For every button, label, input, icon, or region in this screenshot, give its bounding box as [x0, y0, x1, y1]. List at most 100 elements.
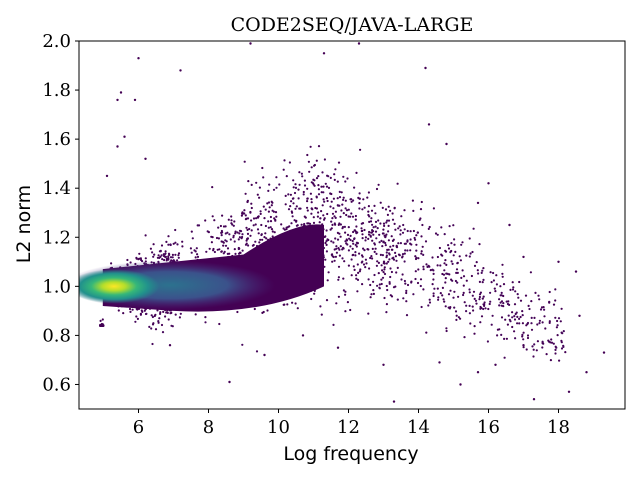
scatter-point: [392, 258, 396, 261]
scatter-point: [323, 235, 326, 239]
scatter-point: [388, 258, 391, 261]
scatter-point: [264, 208, 267, 211]
scatter-point: [455, 271, 458, 274]
scatter-point: [472, 290, 476, 293]
scatter-point: [306, 209, 309, 212]
scatter-point: [382, 228, 385, 231]
scatter-point: [482, 307, 485, 311]
scatter-point: [234, 232, 237, 235]
scatter-point: [383, 266, 386, 269]
scatter-point: [462, 275, 466, 278]
scatter-point: [496, 328, 499, 331]
scatter-point: [454, 250, 457, 253]
scatter-point: [501, 272, 504, 275]
scatter-point: [436, 287, 439, 290]
scatter-point: [431, 256, 434, 259]
scatter-point: [164, 315, 167, 318]
scatter-point: [241, 233, 244, 236]
scatter-point: [220, 250, 223, 253]
scatter-point: [334, 223, 337, 226]
scatter-point: [321, 171, 324, 174]
scatter-point: [334, 210, 337, 213]
scatter-point: [154, 313, 157, 316]
scatter-point: [364, 258, 367, 261]
scatter-point: [384, 241, 387, 245]
scatter-point: [432, 292, 435, 295]
scatter-point: [274, 219, 277, 222]
scatter-point: [478, 295, 481, 299]
scatter-point: [519, 315, 522, 319]
scatter-point: [330, 240, 333, 243]
scatter-point: [345, 213, 348, 217]
scatter-point: [460, 276, 463, 279]
scatter-point: [375, 264, 378, 267]
scatter-point: [273, 231, 276, 234]
scatter-point: [196, 224, 199, 227]
scatter-point: [159, 312, 162, 315]
scatter-point: [392, 286, 396, 289]
scatter-point: [320, 313, 323, 316]
outlier-point: [322, 52, 326, 55]
scatter-point: [529, 271, 533, 274]
scatter-point: [213, 219, 216, 222]
scatter-point: [550, 341, 554, 344]
scatter-point: [204, 321, 207, 324]
scatter-point: [443, 262, 446, 265]
scatter-point: [449, 306, 452, 309]
scatter-point: [232, 236, 235, 239]
scatter-point: [493, 287, 496, 290]
scatter-point: [432, 294, 435, 298]
scatter-point: [522, 346, 525, 349]
scatter-point: [280, 223, 283, 226]
scatter-point: [506, 302, 509, 306]
scatter-point: [369, 283, 372, 287]
scatter-point: [560, 341, 563, 344]
scatter-point: [329, 176, 332, 179]
scatter-point: [403, 252, 406, 255]
scatter-point: [385, 221, 388, 224]
scatter-point: [554, 316, 557, 319]
scatter-point: [351, 215, 355, 218]
outlier-point: [336, 346, 340, 349]
scatter-point: [290, 210, 293, 213]
scatter-point: [422, 265, 425, 268]
scatter-point: [548, 321, 551, 324]
scatter-point: [422, 253, 425, 256]
scatter-point: [306, 187, 309, 190]
scatter-point: [380, 264, 383, 267]
scatter-point: [156, 309, 159, 312]
scatter-point: [349, 238, 352, 242]
scatter-point: [204, 316, 207, 319]
scatter-point: [461, 241, 464, 244]
scatter-point: [393, 207, 396, 210]
scatter-point: [315, 195, 318, 198]
outlier-point: [459, 383, 462, 386]
scatter-point: [554, 288, 557, 291]
scatter-point: [159, 311, 162, 314]
scatter-point: [163, 258, 166, 262]
scatter-point: [522, 338, 525, 341]
scatter-point: [164, 250, 167, 253]
scatter-point: [341, 203, 344, 206]
scatter-point: [427, 304, 430, 307]
scatter-point: [174, 253, 177, 256]
scatter-point: [337, 161, 341, 164]
scatter-point: [455, 314, 458, 317]
scatter-point: [505, 337, 508, 340]
scatter-point: [360, 261, 363, 264]
outlier-point: [508, 223, 511, 227]
scatter-point: [372, 226, 375, 229]
scatter-point: [379, 201, 382, 204]
scatter-point: [269, 226, 272, 229]
scatter-point: [482, 295, 485, 298]
scatter-point: [374, 230, 378, 233]
scatter-point: [475, 261, 478, 264]
scatter-point: [456, 281, 459, 284]
scatter-point: [440, 253, 443, 256]
scatter-point: [383, 224, 386, 227]
scatter-point: [548, 301, 551, 304]
outlier-point: [532, 398, 536, 401]
scatter-point: [339, 215, 342, 218]
scatter-point: [438, 246, 441, 250]
scatter-point: [401, 253, 405, 256]
